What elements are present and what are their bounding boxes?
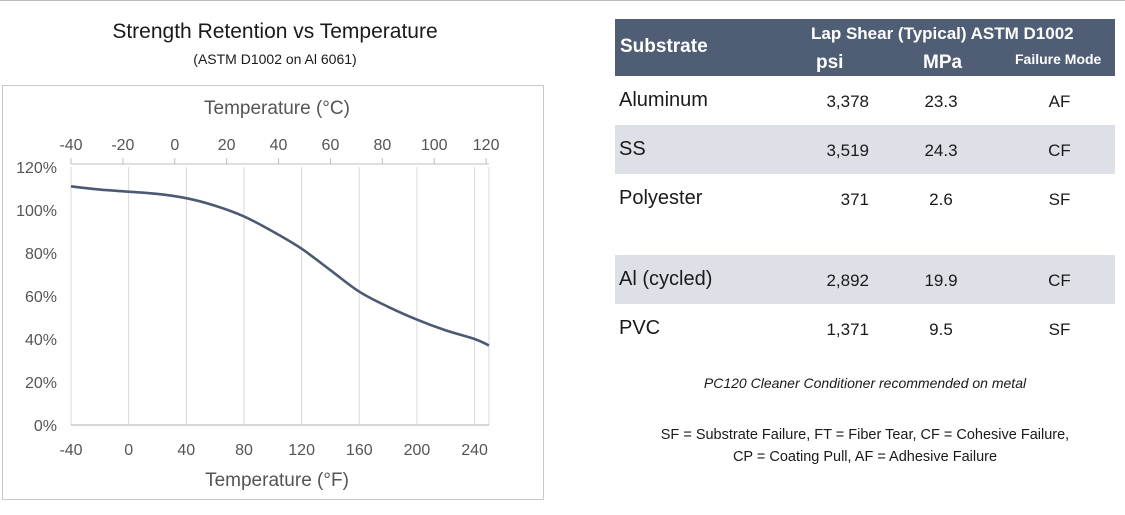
chart-frame (2, 85, 544, 500)
table-row: PVC 1,371 9.5 SF (615, 304, 1115, 353)
top-x-tick-label: 80 (373, 137, 391, 154)
cell-failure-mode: CF (1048, 271, 1071, 290)
cell-failure-mode: SF (1048, 190, 1071, 209)
cell-psi: 3,378 (826, 92, 869, 111)
header-substrate: Substrate (620, 36, 708, 57)
cell-failure-mode: AF (1048, 92, 1071, 111)
table-spacer (615, 223, 1115, 255)
cell-substrate: PVC (619, 317, 661, 339)
top-x-tick-label: 0 (170, 137, 179, 154)
table-row: SS 3,519 24.3 CF (615, 125, 1115, 174)
legend-line-2: CP = Coating Pull, AF = Adhesive Failure (732, 449, 998, 465)
table-row: Al (cycled) 2,892 19.9 CF (615, 255, 1115, 304)
x-tick-label: 200 (404, 442, 431, 459)
y-tick-label: 20% (25, 375, 57, 392)
table-row: Aluminum 3,378 23.3 AF (615, 76, 1115, 125)
top-divider (0, 0, 1125, 1)
bottom-axis-title: Temperature (°F) (205, 470, 349, 491)
cell-substrate: Al (cycled) (619, 268, 713, 290)
header-failure-mode: Failure Mode (1015, 51, 1102, 67)
header-psi: psi (816, 52, 844, 73)
chart-title: Strength Retention vs Temperature (112, 20, 438, 43)
y-tick-label: 80% (25, 246, 57, 263)
top-x-tick-label: 20 (218, 137, 236, 154)
cell-mpa: 9.5 (929, 320, 953, 339)
y-tick-label: 40% (25, 332, 57, 349)
axes (70, 158, 489, 426)
top-x-tick-label: -20 (111, 137, 134, 154)
grid-lines (70, 167, 490, 425)
cell-failure-mode: CF (1048, 141, 1071, 160)
x-tick-label: 160 (346, 442, 373, 459)
cell-substrate: SS (619, 138, 646, 160)
table-header: Substrate Lap Shear (Typical) ASTM D1002… (615, 19, 1115, 76)
chart-subtitle: (ASTM D1002 on Al 6061) (193, 51, 357, 67)
cell-mpa: 23.3 (924, 92, 958, 111)
legend-line-1: SF = Substrate Failure, FT = Fiber Tear,… (660, 427, 1070, 443)
cell-mpa: 19.9 (924, 271, 958, 290)
series-line-strength (70, 185, 490, 347)
cell-substrate: Aluminum (619, 89, 708, 111)
header-mpa: MPa (923, 52, 963, 73)
strength-retention-chart: -40 0 40 80 120 160 200 240 -40 -20 0 20 40 60 80 100 12… (16, 98, 499, 491)
cell-failure-mode: SF (1048, 320, 1071, 339)
top-x-tick-label: 60 (322, 137, 340, 154)
x-tick-label: 240 (461, 442, 488, 459)
top-axis-title: Temperature (°C) (204, 98, 350, 119)
x-tick-label: 0 (124, 442, 133, 459)
table-row: Polyester 371 2.6 SF (615, 174, 1115, 223)
y-tick-label: 100% (16, 203, 57, 220)
cell-mpa: 2.6 (929, 190, 953, 209)
y-tick-label: 0% (34, 418, 57, 435)
x-tick-label: 120 (288, 442, 315, 459)
cell-psi: 3,519 (826, 141, 869, 160)
cell-substrate: Polyester (619, 187, 703, 209)
cleaner-note: PC120 Cleaner Conditioner recommended on… (703, 375, 1027, 391)
tick-labels: -40 0 40 80 120 160 200 240 -40 -20 0 20 40 60 80 100 12… (16, 137, 499, 459)
failure-mode-legend: SF = Substrate Failure, FT = Fiber Tear,… (615, 424, 1115, 468)
x-tick-label: 40 (177, 442, 195, 459)
top-x-tick-label: 40 (270, 137, 288, 154)
top-x-tick-label: 100 (421, 137, 448, 154)
cell-psi: 371 (840, 190, 869, 209)
y-tick-label: 120% (16, 160, 57, 177)
cell-mpa: 24.3 (924, 141, 958, 160)
cell-psi: 1,371 (826, 320, 869, 339)
header-lap-shear: Lap Shear (Typical) ASTM D1002 (811, 24, 1074, 43)
x-tick-label: -40 (59, 442, 82, 459)
x-tick-label: 80 (235, 442, 253, 459)
cell-psi: 2,892 (826, 271, 869, 290)
top-x-tick-label: -40 (59, 137, 82, 154)
lap-shear-table: Substrate Lap Shear (Typical) ASTM D1002… (615, 19, 1115, 353)
top-x-tick-label: 120 (473, 137, 500, 154)
y-tick-label: 60% (25, 289, 57, 306)
